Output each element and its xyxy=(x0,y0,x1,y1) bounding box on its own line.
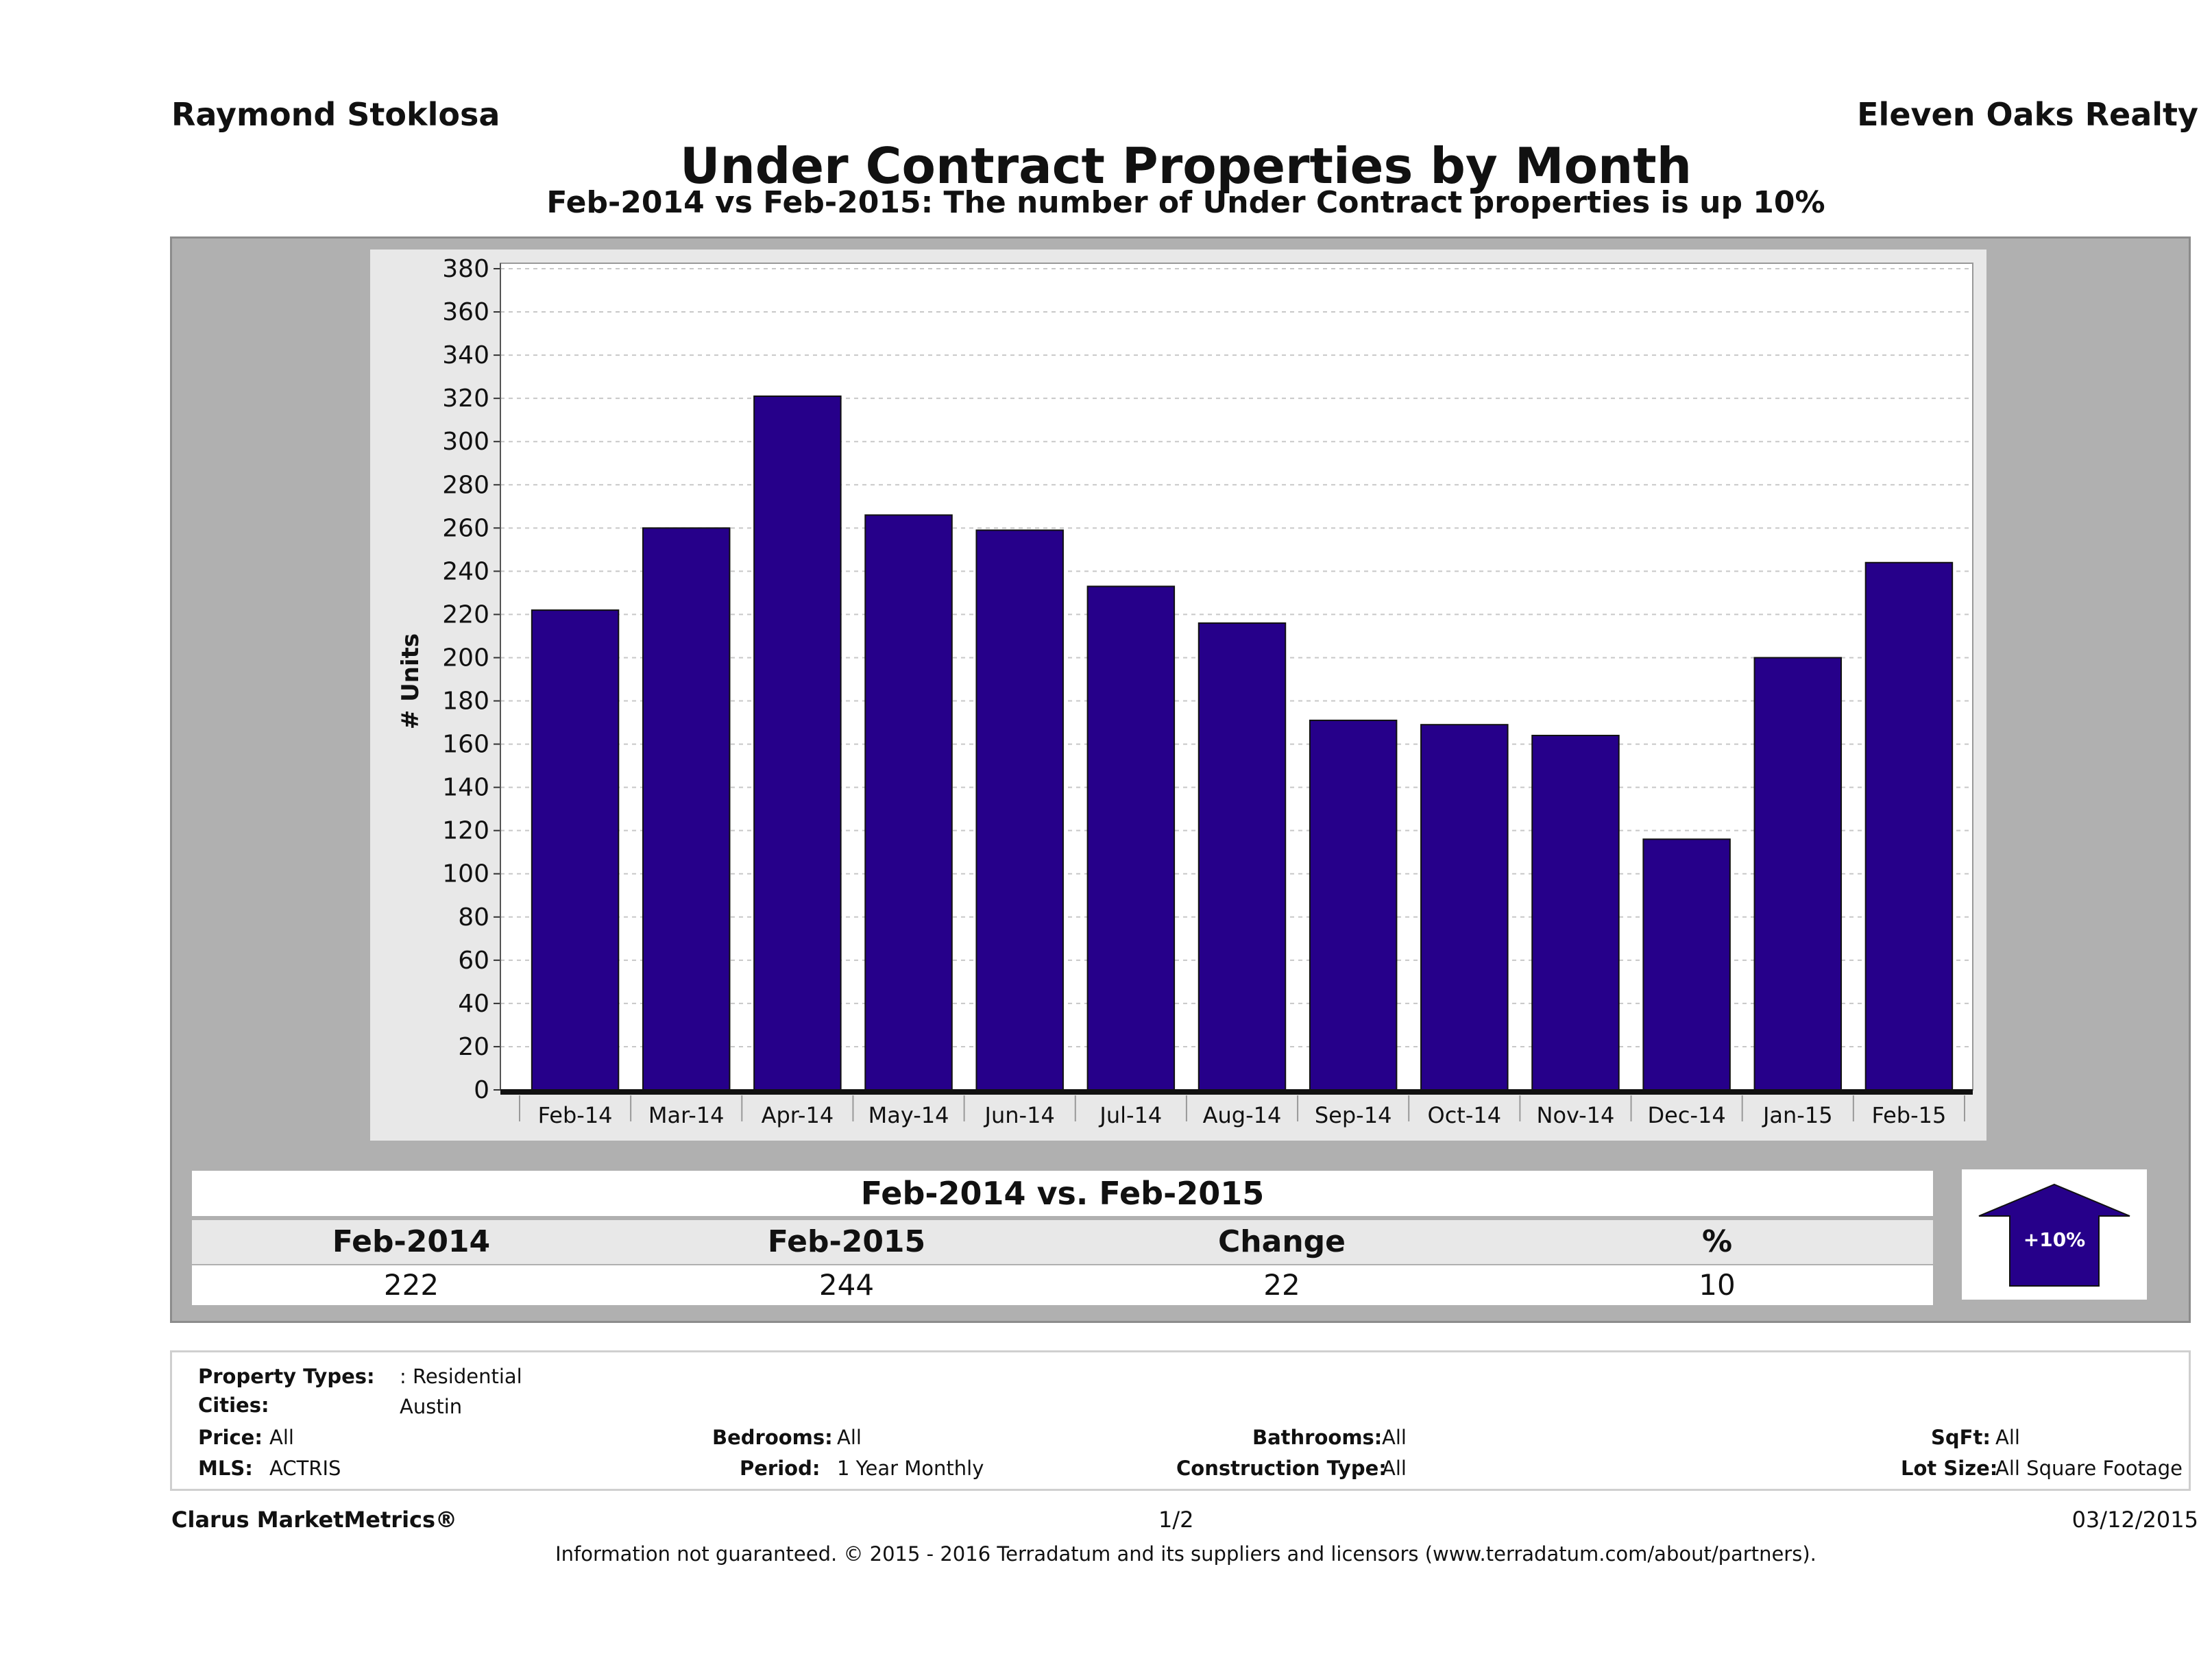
cities-value: Austin xyxy=(400,1395,463,1418)
product-name: Clarus MarketMetrics® xyxy=(171,1507,458,1533)
summary-value-row: 222 244 22 10 xyxy=(192,1265,1933,1305)
x-tick-label: May-14 xyxy=(868,1102,949,1128)
y-tick-label: 140 xyxy=(442,774,489,802)
lot-size-value: All Square Footage xyxy=(1995,1457,2183,1480)
summary-header-feb-2014: Feb-2014 xyxy=(332,1224,491,1259)
summary-title: Feb-2014 vs. Feb-2015 xyxy=(192,1171,1933,1216)
x-tick-label: Jun-14 xyxy=(984,1102,1055,1128)
summary-header-percent: % xyxy=(1701,1224,1733,1259)
price-value: All xyxy=(269,1426,294,1449)
page-number: 1/2 xyxy=(1158,1507,1194,1533)
y-tick-label: 20 xyxy=(458,1033,489,1061)
up-arrow-icon: +10% xyxy=(1978,1183,2130,1287)
x-tick-label: Mar-14 xyxy=(648,1102,725,1128)
bar-jul-14 xyxy=(1086,585,1176,1091)
y-tick-label: 280 xyxy=(442,471,489,499)
bar-mar-14 xyxy=(642,527,731,1091)
lot-size-label: Lot Size: xyxy=(1901,1457,1998,1480)
summary-value-change: 22 xyxy=(1263,1268,1300,1302)
chart-title: Under Contract Properties by Month xyxy=(680,137,1692,195)
summary-header-change: Change xyxy=(1218,1224,1346,1259)
sqft-value: All xyxy=(1995,1426,2020,1449)
property-types-value: : Residential xyxy=(400,1365,522,1388)
bar-may-14 xyxy=(864,514,953,1091)
y-tick-label: 200 xyxy=(442,644,489,672)
x-tick-label: Sep-14 xyxy=(1315,1102,1392,1128)
y-tick-label: 300 xyxy=(442,428,489,456)
y-tick-label: 100 xyxy=(442,860,489,888)
x-tick-label: Jul-14 xyxy=(1098,1102,1162,1128)
x-tick-label: Oct-14 xyxy=(1428,1102,1502,1128)
bar-oct-14 xyxy=(1420,724,1509,1091)
x-tick-label: Dec-14 xyxy=(1648,1102,1726,1128)
bar-apr-14 xyxy=(753,396,842,1091)
summary-value-percent: 10 xyxy=(1699,1268,1736,1302)
bar-dec-14 xyxy=(1642,838,1731,1091)
bar-aug-14 xyxy=(1198,622,1287,1091)
brokerage-name: Eleven Oaks Realty xyxy=(1857,96,2198,133)
summary-value-feb-2014: 222 xyxy=(383,1268,439,1302)
y-tick-label: 160 xyxy=(442,731,489,759)
bar-feb-14 xyxy=(531,609,620,1091)
bar-sep-14 xyxy=(1309,719,1398,1091)
y-tick-label: 220 xyxy=(442,600,489,629)
y-tick-label: 360 xyxy=(442,298,489,326)
bathrooms-label: Bathrooms: xyxy=(1252,1426,1383,1449)
x-tick-label: Apr-14 xyxy=(762,1102,834,1128)
x-tick-label: Feb-14 xyxy=(538,1102,613,1128)
y-tick-label: 60 xyxy=(458,947,489,975)
y-axis-label: # Units xyxy=(397,633,424,729)
cities-label: Cities: xyxy=(198,1394,269,1417)
bar-chart: # Units 0 20 40 60 80 100 120 140 160 180 200 220 24… xyxy=(397,255,1973,1128)
x-tick-label: Feb-15 xyxy=(1871,1102,1946,1128)
change-badge-label: +10% xyxy=(2023,1228,2085,1251)
y-tick-label: 120 xyxy=(442,817,489,845)
x-tick-label: Jan-15 xyxy=(1762,1102,1833,1128)
construction-type-label: Construction Type: xyxy=(1176,1457,1387,1480)
y-tick-label: 180 xyxy=(442,688,489,716)
price-label: Price: xyxy=(198,1426,263,1449)
y-tick-label: 0 xyxy=(474,1076,489,1104)
bathrooms-value: All xyxy=(1382,1426,1407,1449)
period-label: Period: xyxy=(740,1457,821,1480)
disclaimer: Information not guaranteed. © 2015 - 201… xyxy=(555,1542,1816,1566)
mls-label: MLS: xyxy=(198,1457,253,1480)
y-tick-label: 320 xyxy=(442,385,489,413)
bar-jan-15 xyxy=(1753,657,1843,1091)
summary-header-feb-2015: Feb-2015 xyxy=(767,1224,926,1259)
bar-feb-15 xyxy=(1864,561,1954,1091)
report-date: 03/12/2015 xyxy=(2071,1507,2198,1533)
y-tick-label: 40 xyxy=(458,990,489,1018)
bar-jun-14 xyxy=(975,529,1064,1091)
search-criteria-panel: Property Types: : Residential Cities: Au… xyxy=(170,1350,2191,1491)
y-tick-label: 340 xyxy=(442,341,489,369)
agent-name: Raymond Stoklosa xyxy=(171,96,500,133)
period-value: 1 Year Monthly xyxy=(837,1457,984,1480)
y-tick-label: 380 xyxy=(442,255,489,283)
x-tick-label: Aug-14 xyxy=(1203,1102,1282,1128)
bedrooms-value: All xyxy=(837,1426,862,1449)
y-tick-label: 80 xyxy=(458,903,489,932)
mls-value: ACTRIS xyxy=(269,1457,341,1480)
x-tick-label: Nov-14 xyxy=(1537,1102,1615,1128)
bar-nov-14 xyxy=(1531,734,1620,1091)
chart-subtitle: Feb-2014 vs Feb-2015: The number of Unde… xyxy=(546,185,1825,220)
y-tick-label: 240 xyxy=(442,557,489,585)
y-tick-label: 260 xyxy=(442,514,489,542)
summary-header-row: Feb-2014 Feb-2015 Change % xyxy=(192,1220,1933,1264)
sqft-label: SqFt: xyxy=(1931,1426,1991,1449)
property-types-label: Property Types: xyxy=(198,1365,375,1388)
change-badge: +10% xyxy=(1962,1169,2147,1300)
bedrooms-label: Bedrooms: xyxy=(712,1426,833,1449)
construction-type-value: All xyxy=(1382,1457,1407,1480)
summary-value-feb-2015: 244 xyxy=(818,1268,875,1302)
